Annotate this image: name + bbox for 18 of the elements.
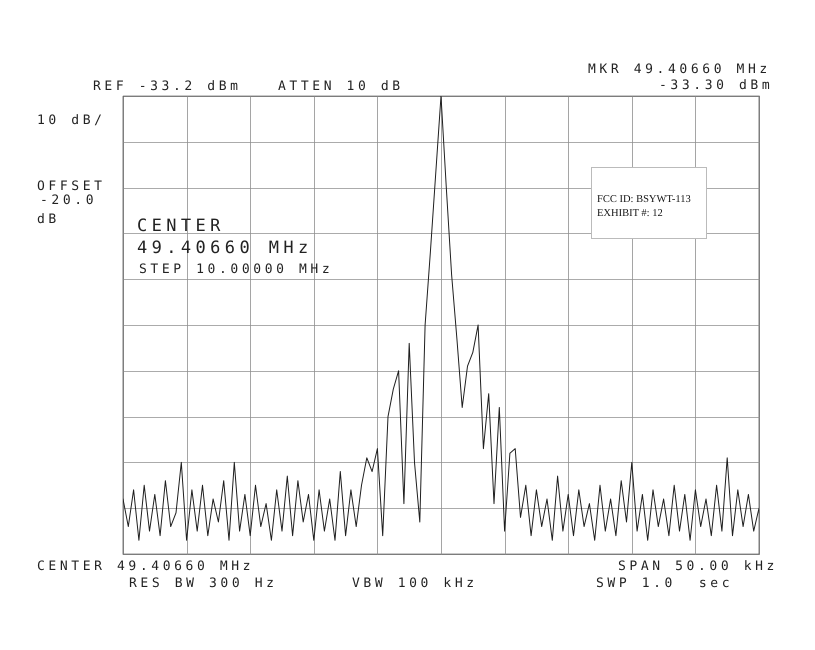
- text: -20.0: [40, 192, 98, 208]
- text: SWP 1.0 sec: [596, 576, 734, 590]
- annotation: EXHIBIT #: 12: [597, 208, 663, 220]
- text: MKR 49.40660 MHz: [588, 62, 771, 76]
- text: ATTEN 10 dB: [278, 78, 404, 94]
- text: REF -33.2 dBm: [93, 78, 242, 94]
- text: OFFSET: [37, 178, 106, 194]
- annotation: CENTER: [137, 216, 225, 236]
- text: RES BW 300 Hz: [129, 576, 278, 590]
- text: 10 dB/: [37, 112, 106, 128]
- text: dB: [37, 212, 60, 226]
- annotation: STEP 10.00000 MHz: [139, 262, 334, 276]
- annotation: FCC ID: BSYWT-113: [597, 194, 691, 206]
- text: SPAN 50.00 kHz: [618, 558, 778, 574]
- text: VBW 100 kHz: [352, 576, 478, 590]
- text: -33.30 dBm: [659, 78, 774, 92]
- text: CENTER 49.40660 MHz: [37, 558, 254, 574]
- annotation: 49.40660 MHz: [137, 238, 313, 258]
